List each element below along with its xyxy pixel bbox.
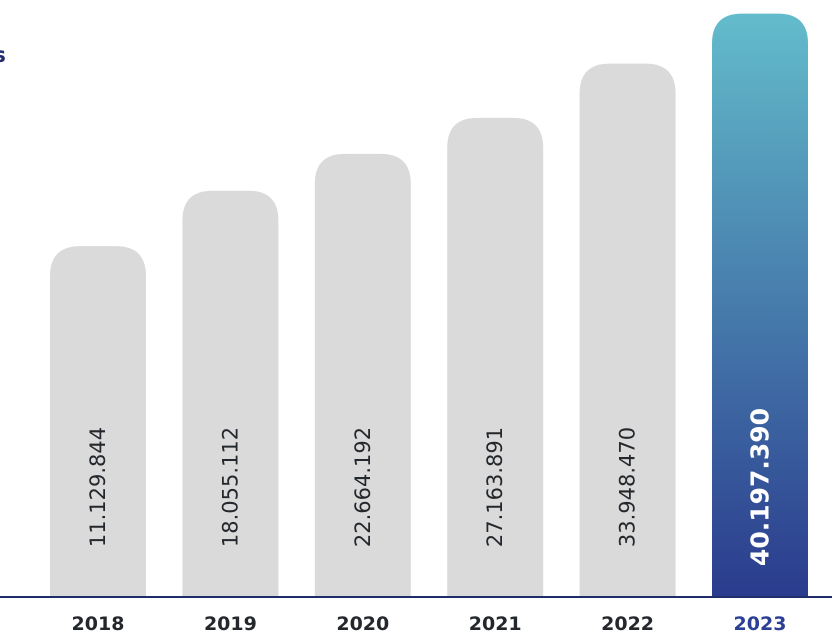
bar-2019 — [182, 190, 279, 598]
bar-2020 — [314, 153, 411, 597]
bar-2022 — [579, 63, 676, 597]
category-label-2019: 2019 — [204, 613, 257, 635]
value-label-2023: 40.197.390 — [746, 408, 775, 566]
category-label-2021: 2021 — [469, 613, 522, 635]
value-label-2021: 27.163.891 — [483, 427, 507, 547]
bar-2018 — [50, 246, 146, 597]
category-label-2023: 2023 — [734, 613, 787, 635]
labels-layer: 11.129.844 2018 18.055.112 2019 22.664.192 20… — [72, 408, 787, 635]
value-label-2020: 22.664.192 — [351, 427, 375, 547]
chart-title: os — [0, 38, 40, 72]
value-label-2018: 11.129.844 — [86, 427, 110, 547]
bar-2023 — [712, 13, 808, 598]
bars-layer — [50, 13, 808, 598]
value-label-2022: 33.948.470 — [616, 427, 640, 547]
value-label-2019: 18.055.112 — [218, 427, 242, 547]
category-label-2022: 2022 — [601, 613, 654, 635]
category-label-2018: 2018 — [72, 613, 125, 635]
category-label-2020: 2020 — [336, 613, 389, 635]
bar-2021 — [447, 117, 544, 598]
